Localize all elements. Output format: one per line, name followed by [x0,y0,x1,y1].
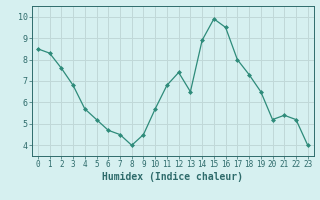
X-axis label: Humidex (Indice chaleur): Humidex (Indice chaleur) [102,172,243,182]
